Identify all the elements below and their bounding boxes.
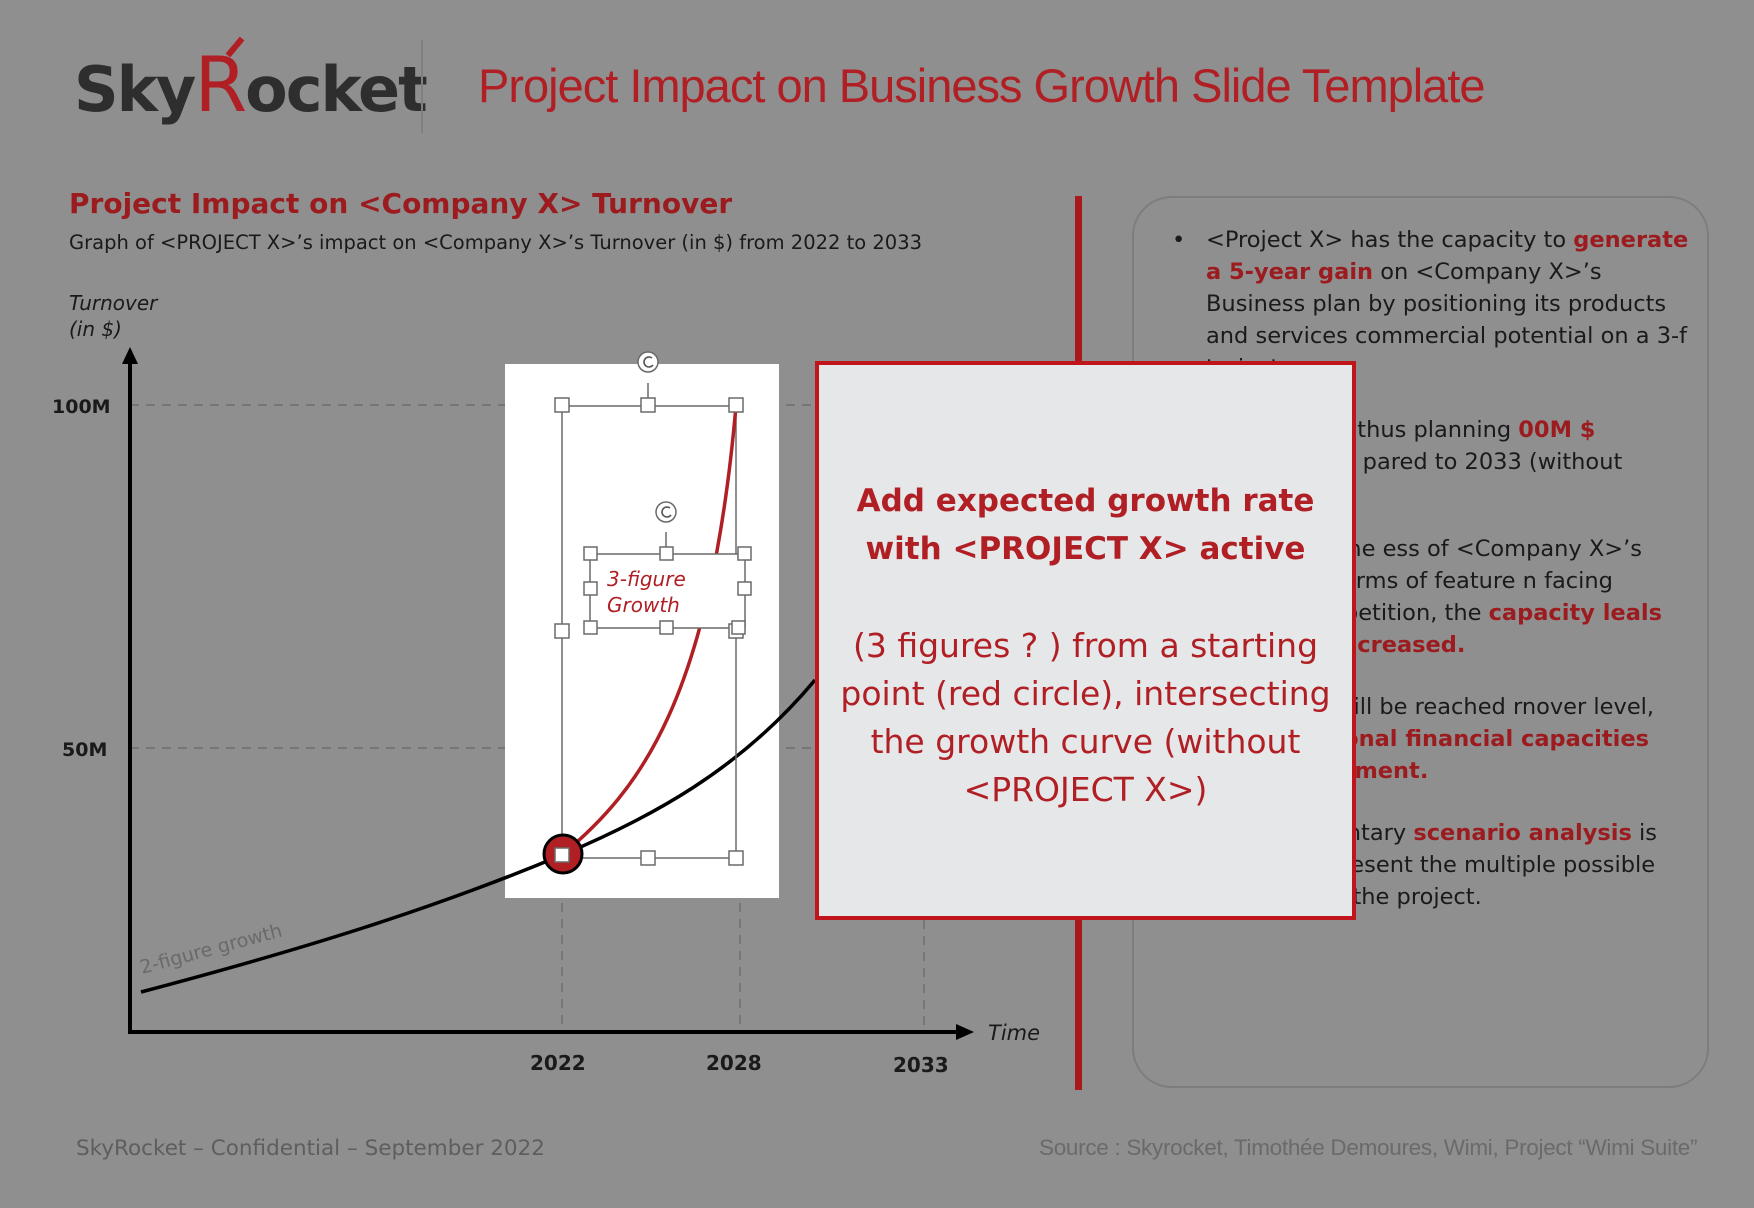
- y-axis-label-line2: (in $): [69, 317, 122, 341]
- bullet-3-highlight: capacity: [1488, 600, 1603, 626]
- x-axis-label: Time: [988, 1021, 1040, 1045]
- baseline-growth-curve: [140, 678, 817, 994]
- bullet-1: <Project X> has the capacity to generate…: [1170, 224, 1690, 384]
- bullet-4-highlight: ditional financial capacities for reinve…: [1206, 726, 1650, 784]
- curve-rotate-icon: [643, 356, 654, 368]
- bullet-5-highlight: scenario analysis: [1413, 820, 1632, 846]
- y-tick-100m: 100M: [52, 396, 111, 418]
- label-rotate-icon: [661, 506, 672, 518]
- y-axis-arrow: [122, 347, 138, 364]
- x-axis-arrow: [956, 1024, 974, 1040]
- logo-text-sky: Sky: [74, 53, 196, 126]
- bullet-1-text: on <Company X>’s Business plan by positi…: [1206, 259, 1680, 349]
- project-growth-curve: [560, 405, 738, 857]
- chart-subtitle: Graph of <PROJECT X>’s impact on <Compan…: [69, 231, 923, 254]
- logo-text-r: R: [194, 36, 247, 129]
- y-axis-label-line1: Turnover: [69, 291, 159, 315]
- growth-label-line1: 3-figure: [607, 567, 686, 591]
- x-tick-2022: 2022: [530, 1051, 586, 1075]
- bullet-1-text: <Project X> has the capacity to: [1206, 227, 1574, 253]
- x-tick-2033: 2033: [893, 1053, 949, 1077]
- footer-confidential: SkyRocket – Confidential – September 202…: [76, 1136, 545, 1161]
- instruction-heading: Add expected growth rate with <PROJECT X…: [856, 483, 1315, 567]
- growth-label-line2: Growth: [607, 593, 680, 617]
- starting-point-handle[interactable]: [554, 847, 570, 863]
- curve-label-2-figure: 2-figure growth: [138, 920, 285, 979]
- x-tick-2028: 2028: [706, 1051, 762, 1075]
- bullet-3-text: ess of <Company X>’s: [1382, 536, 1643, 562]
- instruction-note[interactable]: Add expected growth rate with <PROJECT X…: [815, 361, 1356, 920]
- instruction-body: (3 figures ? ) from a starting point (re…: [840, 626, 1331, 809]
- slide-title: Project Impact on Business Growth Slide …: [478, 59, 1486, 112]
- label-resize-handles[interactable]: [583, 546, 752, 635]
- label-rotate-handle[interactable]: [655, 501, 677, 523]
- y-tick-50m: 50M: [62, 739, 107, 761]
- footer-source: Source : Skyrocket, Timothée Demoures, W…: [1039, 1135, 1698, 1160]
- bullet-2-text: pared to 2033 (without: [1362, 449, 1623, 475]
- header-divider: [421, 40, 423, 133]
- skyrocket-logo: SkyR ocket: [74, 36, 428, 129]
- logo-text-ocket: ocket: [245, 53, 428, 126]
- bullet-1-text: f: [1679, 323, 1688, 349]
- bullet-1-highlight: generate a 5-year gain: [1206, 227, 1689, 285]
- curve-rotate-handle[interactable]: [637, 351, 659, 373]
- chart-title: Project Impact on <Company X> Turnover: [69, 187, 733, 220]
